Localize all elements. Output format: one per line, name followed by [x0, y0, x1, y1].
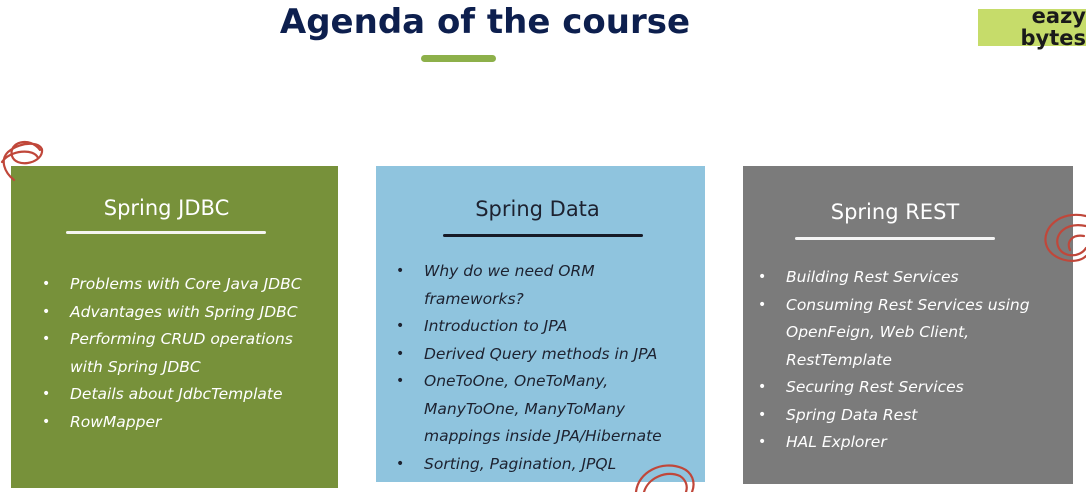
bullet-icon: • — [758, 269, 767, 285]
card-spring-rest: Spring REST • Building Rest Services • Cons… — [743, 166, 1073, 484]
list-item-text: Problems with Core Java JDBC — [70, 275, 302, 293]
list-item-text: Advantages with Spring JDBC — [70, 302, 298, 321]
card-title-underline — [795, 237, 995, 240]
bullet-icon: • — [42, 331, 51, 347]
card-item-list: • Problems with Core Java JDBC • Advantages… — [42, 271, 332, 436]
title-underline — [421, 55, 496, 62]
card-spring-data: Spring Data • Why do we need ORM framewor… — [376, 166, 705, 482]
list-item: • Building Rest Services — [758, 264, 1063, 292]
list-item: • Performing CRUD operations with Spring J… — [42, 326, 332, 381]
list-item: • Advantages with Spring JDBC — [42, 299, 332, 327]
list-item-text: OneToOne, OneToMany, — [424, 372, 609, 390]
bullet-icon: • — [758, 406, 767, 423]
list-item-text: mappings inside JPA/Hibernate — [424, 427, 662, 445]
list-item: • Sorting, Pagination, JPQL — [396, 451, 698, 479]
bullet-icon: • — [42, 303, 51, 320]
list-item-text: ManyToOne, ManyToMany — [424, 399, 626, 418]
list-item-text: Derived Query methods in JPA — [424, 344, 658, 363]
list-item-text: Performing CRUD operations — [70, 330, 293, 348]
list-item: • Introduction to JPA — [396, 313, 698, 341]
card-item-list: • Why do we need ORM frameworks? • Introduc… — [396, 258, 698, 478]
logo-background — [978, 9, 1086, 46]
list-item-text: RestTemplate — [786, 350, 892, 369]
bullet-icon: • — [42, 413, 51, 430]
card-spring-jdbc: Spring JDBC • Problems with Core Java JDB… — [11, 166, 338, 488]
list-item: • Securing Rest Services — [758, 374, 1063, 402]
logo: eazy bytes — [990, 5, 1086, 49]
list-item-text: OpenFeign, Web Client, — [786, 323, 970, 341]
list-item: • Consuming Rest Services using OpenFeign,… — [758, 292, 1063, 375]
list-item: • OneToOne, OneToMany, ManyToOne, ManyToMa… — [396, 368, 698, 451]
page-title: Agenda of the course — [279, 2, 691, 42]
list-item-text: Sorting, Pagination, JPQL — [424, 454, 617, 473]
bullet-icon: • — [42, 276, 51, 292]
list-item-text: Securing Rest Services — [786, 378, 964, 396]
list-item-text: Building Rest Services — [786, 268, 959, 286]
list-item-text: with Spring JDBC — [70, 357, 201, 376]
scribble-right-icon — [1044, 213, 1086, 262]
list-item-text: Spring Data Rest — [786, 405, 918, 424]
card-item-list: • Building Rest Services • Consuming Rest S… — [758, 264, 1063, 457]
card-title: Spring REST — [830, 200, 960, 224]
bullet-icon: • — [758, 379, 767, 395]
card-title: Spring Data — [475, 197, 600, 221]
bullet-icon: • — [396, 263, 405, 279]
list-item: • Spring Data Rest — [758, 402, 1063, 430]
list-item: • HAL Explorer — [758, 429, 1063, 457]
list-item: • RowMapper — [42, 409, 332, 437]
logo-line-1: eazy — [1031, 4, 1086, 28]
list-item-text: Consuming Rest Services using — [786, 295, 1030, 314]
list-item-text: Details about JdbcTemplate — [70, 385, 283, 403]
scribble-top-left-icon — [0, 140, 44, 182]
logo-line-2: bytes — [1020, 26, 1086, 50]
list-item-text: RowMapper — [70, 412, 162, 431]
card-title-underline — [66, 231, 266, 234]
bullet-icon: • — [396, 345, 405, 362]
card-title-underline — [443, 234, 643, 237]
bullet-icon: • — [396, 373, 405, 389]
card-title: Spring JDBC — [103, 196, 230, 220]
bullet-icon: • — [758, 296, 767, 313]
list-item: • Why do we need ORM frameworks? — [396, 258, 698, 313]
bullet-icon: • — [42, 386, 51, 402]
bullet-icon: • — [396, 318, 405, 334]
list-item-text: Why do we need ORM frameworks? — [424, 262, 595, 308]
list-item-text: HAL Explorer — [786, 433, 887, 451]
list-item: • Problems with Core Java JDBC — [42, 271, 332, 299]
bullet-icon: • — [396, 455, 405, 472]
list-item: • Derived Query methods in JPA — [396, 341, 698, 369]
list-item: • Details about JdbcTemplate — [42, 381, 332, 409]
scribble-bottom-icon — [634, 464, 695, 492]
list-item-text: Introduction to JPA — [424, 317, 568, 335]
bullet-icon: • — [758, 434, 767, 450]
